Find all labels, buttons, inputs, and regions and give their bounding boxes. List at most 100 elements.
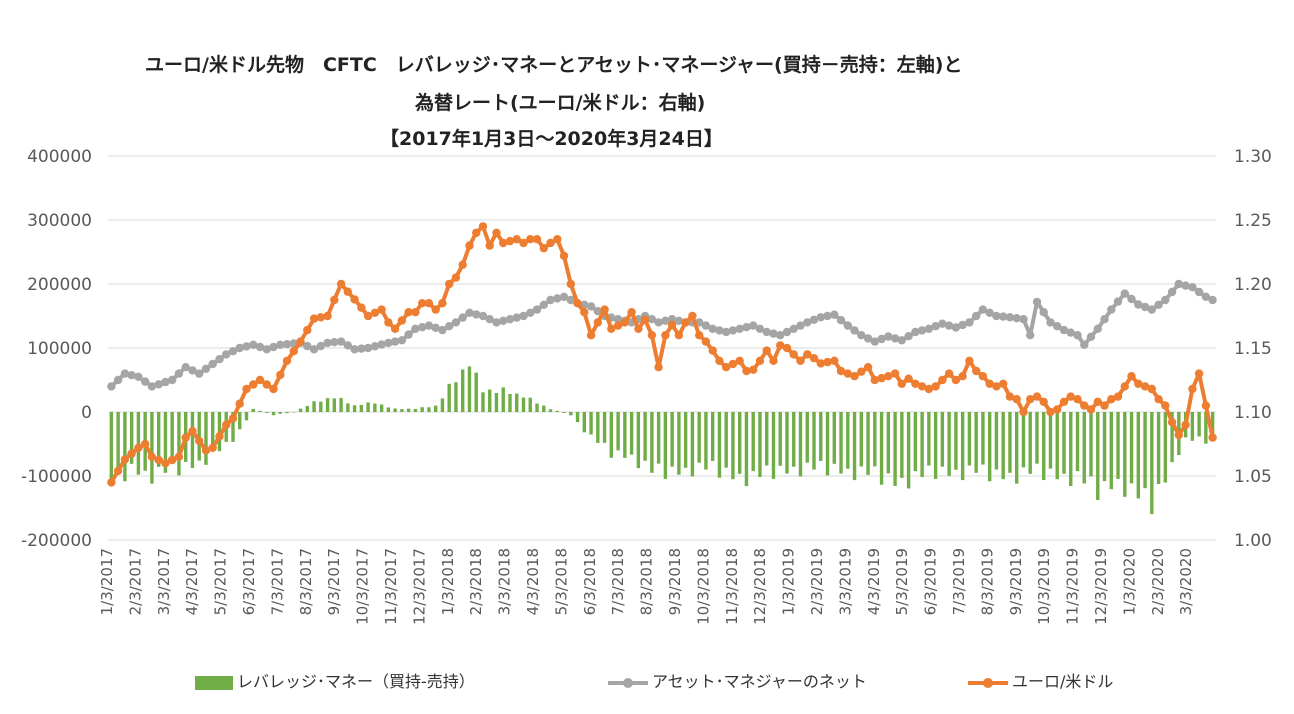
eurusd-point	[776, 341, 785, 350]
bar	[217, 412, 222, 452]
legend-leverage: レバレッジ･マネー（買持-売持）	[195, 668, 475, 692]
eurusd-point	[897, 379, 906, 388]
asset-point	[269, 342, 278, 352]
bar	[670, 412, 674, 467]
eurusd-point	[640, 315, 650, 324]
bar	[1008, 412, 1012, 473]
eurusd-point	[742, 366, 751, 376]
eurusd-point	[1188, 384, 1197, 394]
eurusd-point	[478, 222, 488, 231]
asset-point	[816, 313, 825, 322]
bar	[636, 412, 641, 469]
bar	[244, 412, 249, 421]
bar	[933, 412, 938, 479]
asset-point	[735, 324, 744, 333]
asset-point	[397, 336, 407, 345]
bar	[116, 412, 120, 471]
eurusd-point	[499, 238, 508, 248]
bar	[386, 407, 391, 412]
eurusd-point	[1161, 401, 1170, 410]
x-tick-label: 8/3/2018	[638, 548, 656, 615]
bar	[879, 412, 884, 485]
eurusd-point	[1032, 392, 1042, 401]
asset-point	[992, 311, 1001, 321]
bar	[1062, 412, 1066, 474]
asset-point	[262, 345, 271, 354]
bar	[433, 405, 438, 412]
right-tick-label: 1.15	[1234, 339, 1272, 359]
bar	[697, 412, 701, 463]
bar	[319, 401, 323, 412]
eurusd-point	[363, 311, 373, 321]
bar	[515, 393, 519, 412]
bar	[1123, 412, 1127, 497]
bar	[994, 412, 999, 470]
eurusd-point	[647, 331, 657, 340]
asset-point	[593, 307, 602, 316]
bar	[427, 407, 431, 412]
bar	[1048, 412, 1053, 469]
eurusd-point	[485, 241, 494, 250]
left-tick-label: 0	[81, 403, 92, 423]
bar	[704, 412, 708, 470]
bar	[339, 397, 343, 412]
x-tick-label: 6/3/2018	[581, 548, 599, 615]
eurusd-point	[586, 331, 596, 340]
eurusd-point	[539, 244, 548, 253]
eurusd-point	[1046, 407, 1055, 417]
chart-title-line-2: 為替レート(ユーロ/米ドル：右軸)	[415, 92, 706, 114]
eurusd-point	[613, 321, 623, 330]
asset-point	[728, 326, 738, 335]
asset-point	[485, 315, 494, 324]
asset-point	[1086, 332, 1096, 341]
x-tick-label: 8/3/2019	[978, 548, 996, 615]
bar	[1150, 412, 1154, 515]
left-tick-label: 100000	[27, 339, 92, 359]
bar	[1102, 412, 1107, 482]
x-tick-label: 3/3/2017	[155, 548, 173, 615]
bar	[1089, 412, 1093, 477]
bar	[373, 403, 377, 412]
asset-point	[539, 300, 548, 309]
x-tick-label: 3/3/2019	[836, 548, 854, 615]
bar	[798, 412, 803, 477]
asset-point	[951, 323, 961, 332]
bar	[1210, 412, 1215, 438]
asset-point	[1046, 318, 1055, 327]
eurusd-point	[607, 324, 616, 333]
eurusd-point	[181, 433, 190, 442]
asset-point	[1032, 297, 1042, 307]
eurusd-point	[195, 436, 204, 445]
eurusd-point	[823, 357, 832, 367]
eurusd-point	[870, 375, 879, 385]
bar	[839, 412, 843, 474]
eurusd-point	[985, 379, 994, 388]
bar	[785, 412, 789, 474]
bar	[744, 412, 749, 487]
eurusd-point	[634, 324, 643, 333]
bar	[1109, 412, 1113, 490]
asset-point	[195, 369, 204, 378]
asset-point	[1039, 308, 1048, 317]
eurusd-point	[512, 235, 521, 244]
bar	[379, 404, 384, 412]
asset-point	[147, 382, 157, 391]
eurusd-point	[404, 308, 413, 317]
eurusd-point	[161, 459, 170, 468]
bar	[1136, 412, 1141, 499]
asset-point	[330, 338, 339, 347]
eurusd-point	[465, 241, 474, 250]
eurusd-point	[593, 318, 602, 327]
asset-point	[938, 319, 947, 328]
bar	[859, 412, 864, 467]
asset-point	[377, 340, 386, 349]
asset-point	[505, 315, 515, 324]
x-tick-label: 9/3/2017	[325, 548, 343, 615]
bar	[170, 412, 174, 463]
asset-point	[208, 359, 217, 369]
bar	[575, 412, 580, 423]
asset-point	[255, 342, 265, 352]
asset-point	[661, 316, 670, 325]
asset-point	[944, 321, 954, 330]
bar	[758, 412, 762, 478]
